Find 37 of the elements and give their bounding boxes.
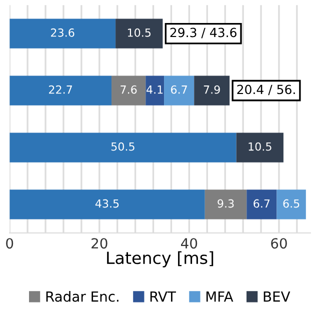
x-tick-label: 20 — [92, 238, 108, 249]
data-label: 4.1 — [146, 86, 163, 94]
x-tick-label: 60 — [271, 238, 287, 249]
bar — [10, 132, 236, 162]
bar — [10, 190, 205, 220]
data-label: 6.5 — [283, 199, 300, 208]
bar — [204, 190, 247, 220]
bar — [10, 18, 116, 48]
bar — [246, 190, 277, 220]
data-label: 9.3 — [218, 199, 234, 208]
bar — [10, 76, 112, 106]
bar — [116, 18, 163, 48]
data-label: 10.5 — [128, 28, 151, 37]
data-label: 7.9 — [204, 85, 220, 94]
legend-label: BEV — [264, 291, 290, 302]
bar — [236, 132, 284, 162]
x-tick-label: 40 — [181, 238, 198, 249]
data-label: 6.7 — [254, 199, 270, 208]
data-label: 7.6 — [120, 85, 137, 94]
bar — [164, 76, 194, 106]
data-label: 6.7 — [171, 85, 187, 94]
annotation: 29.3 / 43.6 — [170, 28, 236, 38]
data-label: 50.5 — [111, 142, 134, 151]
annotation: 20.4 / 56. — [237, 84, 295, 96]
data-label: 22.7 — [49, 85, 72, 94]
x-tick-label: 0 — [6, 238, 14, 249]
data-label: 10.5 — [248, 142, 272, 151]
bar — [276, 190, 306, 220]
bar — [146, 76, 164, 106]
legend-label: Radar Enc. — [46, 291, 118, 302]
legend-label: MFA — [206, 291, 234, 302]
data-label: 23.6 — [51, 28, 74, 37]
legend-label: RVT — [150, 291, 176, 302]
data-label: 43.5 — [95, 199, 119, 208]
x-axis-title: Latency [ms] — [107, 251, 214, 268]
bar — [112, 76, 146, 106]
bar — [194, 76, 230, 106]
